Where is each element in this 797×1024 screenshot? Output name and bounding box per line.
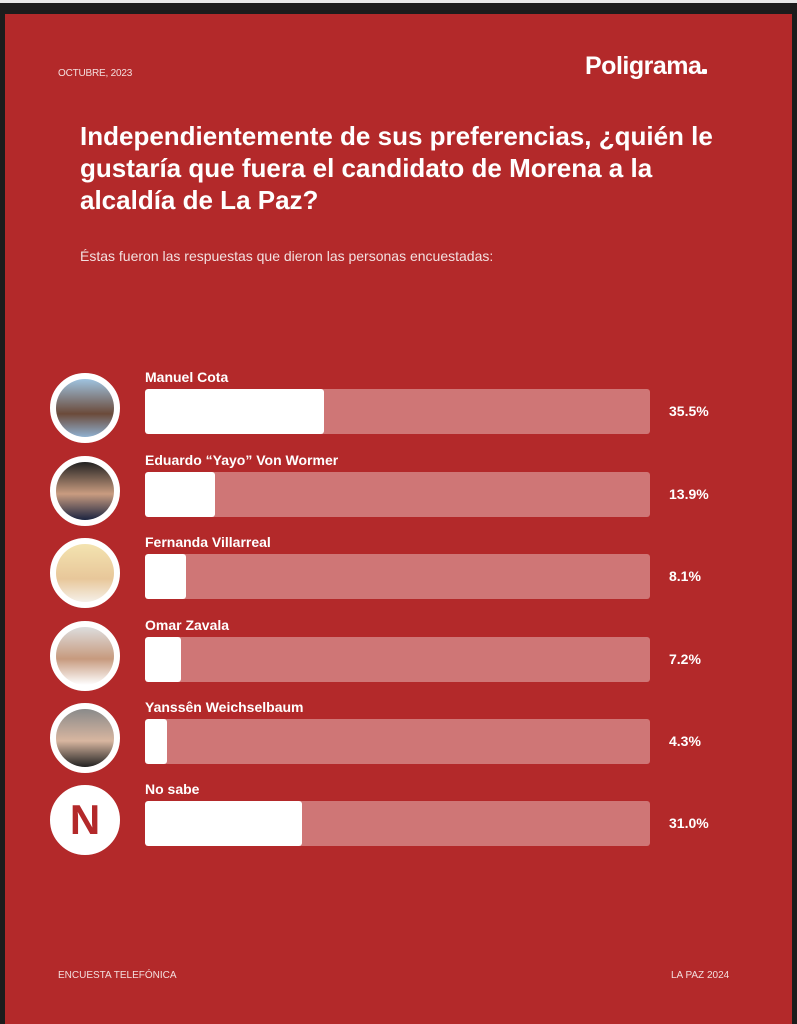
bar-row: Omar Zavala 7.2% xyxy=(5,617,792,707)
bar-fill xyxy=(145,801,302,846)
value-label: 7.2% xyxy=(669,651,701,667)
candidate-avatar xyxy=(50,373,120,443)
bar-row: Eduardo “Yayo” Von Wormer 13.9% xyxy=(5,452,792,542)
window-top-edge xyxy=(0,0,797,3)
bar-track xyxy=(145,554,650,599)
candidate-avatar xyxy=(50,538,120,608)
footer-method: ENCUESTA TELEFÓNICA xyxy=(58,970,177,981)
category-label: Yanssên Weichselbaum xyxy=(145,699,304,715)
candidate-avatar: N xyxy=(50,785,120,855)
bar-row: N No sabe 31.0% xyxy=(5,781,792,871)
value-label: 31.0% xyxy=(669,815,709,831)
candidate-photo xyxy=(56,462,114,520)
chart-subtitle: Éstas fueron las respuestas que dieron l… xyxy=(80,248,494,264)
bar-fill xyxy=(145,719,167,764)
bar-track xyxy=(145,472,650,517)
value-label: 13.9% xyxy=(669,486,709,502)
candidate-photo xyxy=(56,544,114,602)
date-label: OCTUBRE, 2023 xyxy=(58,68,133,79)
candidate-avatar xyxy=(50,703,120,773)
category-label: Omar Zavala xyxy=(145,617,230,633)
footer-location: LA PAZ 2024 xyxy=(671,970,730,981)
bar-row: Yanssên Weichselbaum 4.3% xyxy=(5,699,792,789)
bar-fill xyxy=(145,472,216,517)
candidate-photo xyxy=(56,709,114,767)
category-label: Eduardo “Yayo” Von Wormer xyxy=(145,452,339,468)
bar-fill xyxy=(145,389,325,434)
bar-row: Manuel Cota 35.5% xyxy=(5,369,792,459)
chart-title: Independientemente de sus preferencias, … xyxy=(80,121,713,215)
candidate-photo xyxy=(56,627,114,685)
no-sabe-letter-icon: N xyxy=(69,796,101,843)
bar-row: Fernanda Villarreal 8.1% xyxy=(5,534,792,624)
candidate-avatar xyxy=(50,621,120,691)
category-label: No sabe xyxy=(145,781,200,797)
category-label: Manuel Cota xyxy=(145,369,229,385)
value-label: 8.1% xyxy=(669,568,701,584)
brand-logo: Poligrama xyxy=(585,52,708,81)
category-label: Fernanda Villarreal xyxy=(145,534,271,550)
bar-track xyxy=(145,801,650,846)
candidate-avatar xyxy=(50,456,120,526)
infographic-card: OCTUBRE, 2023 Poligrama Independientemen… xyxy=(5,14,792,1024)
value-label: 35.5% xyxy=(669,403,709,419)
bar-track xyxy=(145,637,650,682)
bar-track xyxy=(145,719,650,764)
candidate-photo xyxy=(56,379,114,437)
value-label: 4.3% xyxy=(669,733,701,749)
bar-fill xyxy=(145,637,182,682)
bar-track xyxy=(145,389,650,434)
bar-fill xyxy=(145,554,186,599)
